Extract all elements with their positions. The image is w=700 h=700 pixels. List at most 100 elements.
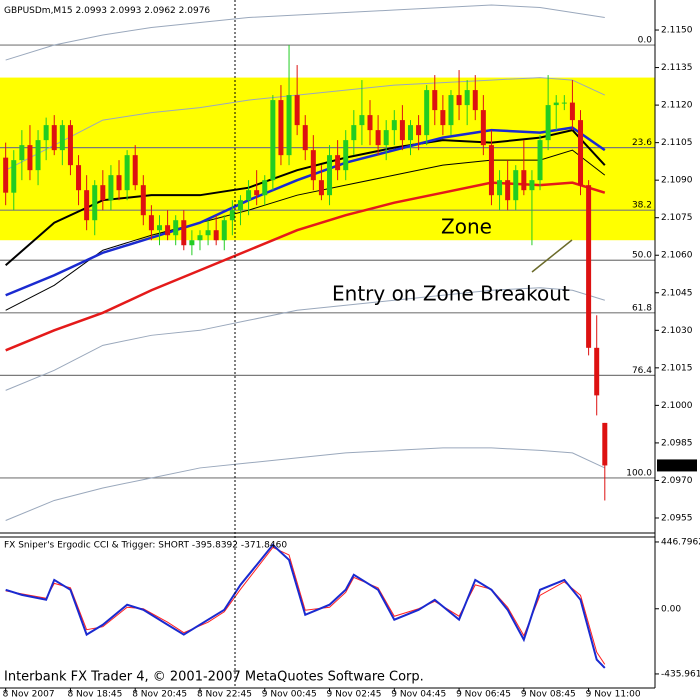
y-tick-label: 2.1030 bbox=[661, 326, 693, 336]
ohlc-open: 2.0993 bbox=[76, 6, 108, 16]
current-price: 2.0976 bbox=[660, 461, 692, 471]
y-tick-label: 2.1105 bbox=[661, 138, 693, 148]
candle-body bbox=[351, 125, 357, 141]
candle-body bbox=[262, 180, 268, 196]
candle-body bbox=[553, 102, 559, 106]
y-tick-label: 2.1120 bbox=[661, 101, 693, 111]
candle-body bbox=[383, 130, 389, 146]
y-tick-label: 2.1075 bbox=[661, 213, 693, 223]
candle-body bbox=[375, 130, 381, 146]
candle-body bbox=[456, 95, 462, 106]
candle-body bbox=[221, 220, 227, 241]
fib-label: 61.8 bbox=[632, 303, 652, 313]
candle-body bbox=[310, 150, 316, 181]
candle-body bbox=[424, 90, 430, 136]
ohlc-high: 2.0993 bbox=[110, 6, 142, 16]
y-tick-label: 2.0955 bbox=[661, 513, 693, 523]
candle-body bbox=[116, 175, 122, 191]
footer: Interbank FX Trader 4, © 2001-2007 MetaQ… bbox=[4, 670, 424, 685]
x-tick-label: 8 Nov 2007 bbox=[3, 690, 55, 700]
candle-body bbox=[391, 120, 397, 131]
moving-average bbox=[5, 77, 606, 171]
candle-body bbox=[602, 422, 608, 466]
candle-body bbox=[11, 160, 17, 193]
candle-body bbox=[67, 125, 73, 166]
y-tick-label: 2.0985 bbox=[661, 438, 693, 448]
x-tick-label: 9 Nov 08:45 bbox=[521, 690, 576, 700]
candle-body bbox=[140, 185, 146, 216]
fib-label: 50.0 bbox=[632, 251, 652, 261]
candle-body bbox=[270, 100, 276, 181]
candle-body bbox=[407, 125, 413, 141]
moving-average bbox=[5, 4, 605, 61]
x-tick-label: 9 Nov 02:45 bbox=[327, 690, 382, 700]
candle-body bbox=[472, 90, 478, 111]
symbol: GBPUSDm,M15 bbox=[4, 6, 73, 16]
fib-label: 0.0 bbox=[638, 36, 653, 46]
moving-average bbox=[5, 287, 605, 391]
candle-body bbox=[156, 225, 162, 231]
candle-body bbox=[294, 95, 300, 126]
candle-body bbox=[3, 157, 9, 193]
candle-body bbox=[302, 125, 308, 151]
candle-body bbox=[237, 200, 243, 211]
candle-body bbox=[254, 190, 260, 196]
y-tick-label: 2.1090 bbox=[661, 176, 693, 186]
chart-layer: 0.0 23.6 38.2 50.0 61.8 76.4 100.0 bbox=[0, 4, 655, 669]
chart-header: GBPUSDm,M15 2.0993 2.0993 2.0962 2.0976 bbox=[4, 6, 210, 16]
candle-body bbox=[464, 90, 470, 106]
y-tick-label: -435.9616 bbox=[661, 669, 700, 679]
candle-body bbox=[148, 215, 154, 231]
candle-body bbox=[51, 125, 57, 151]
candle-body bbox=[586, 185, 592, 348]
fib-label: 100.0 bbox=[626, 468, 652, 478]
candle-body bbox=[108, 175, 114, 201]
y-tick-label: 0.00 bbox=[661, 604, 681, 614]
candle-body bbox=[19, 145, 25, 161]
y-tick-label: 2.0970 bbox=[661, 476, 693, 486]
candle-body bbox=[594, 347, 600, 396]
x-tick-label: 9 Nov 06:45 bbox=[456, 690, 511, 700]
candle-body bbox=[513, 170, 519, 201]
candle-body bbox=[165, 225, 171, 236]
candle-body bbox=[578, 120, 584, 186]
candle-body bbox=[399, 120, 405, 141]
candle-body bbox=[100, 185, 106, 201]
candle-body bbox=[84, 190, 90, 221]
candle-body bbox=[480, 110, 486, 146]
candle-body bbox=[278, 100, 284, 156]
x-tick-label: 8 Nov 18:45 bbox=[67, 690, 122, 700]
candle-body bbox=[213, 230, 219, 241]
candle-body bbox=[416, 125, 422, 136]
candle-body bbox=[545, 105, 551, 141]
y-tick-label: 446.7962 bbox=[661, 537, 700, 547]
candle-body bbox=[173, 220, 179, 236]
ohlc-low: 2.0962 bbox=[144, 6, 176, 16]
candle-body bbox=[229, 210, 235, 221]
candle-body bbox=[359, 115, 365, 126]
y-tick-label: 2.1135 bbox=[661, 63, 693, 73]
candle-body bbox=[432, 90, 438, 111]
y-tick-label: 2.1150 bbox=[661, 26, 693, 36]
candle-body bbox=[92, 185, 98, 221]
candle-body bbox=[561, 102, 567, 104]
y-tick-label: 2.1060 bbox=[661, 251, 693, 261]
candle-body bbox=[488, 145, 494, 196]
x-tick-label: 9 Nov 11:00 bbox=[586, 690, 641, 700]
indicator-title: FX Sniper's Ergodic CCI & Trigger: SHORT… bbox=[4, 541, 287, 551]
fib-label: 38.2 bbox=[632, 201, 652, 211]
candle-body bbox=[440, 110, 446, 126]
candle-body bbox=[537, 140, 543, 181]
candle-body bbox=[35, 140, 41, 171]
candle-body bbox=[132, 155, 138, 186]
moving-average bbox=[5, 447, 606, 521]
x-tick-label: 9 Nov 04:45 bbox=[391, 690, 446, 700]
x-tick-label: 8 Nov 22:45 bbox=[197, 690, 252, 700]
indicator-line bbox=[5, 543, 606, 669]
candle-body bbox=[505, 180, 511, 201]
annotation-arrow bbox=[531, 239, 573, 273]
candle-body bbox=[189, 240, 195, 246]
candle-body bbox=[448, 95, 454, 126]
candle-body bbox=[529, 180, 535, 191]
